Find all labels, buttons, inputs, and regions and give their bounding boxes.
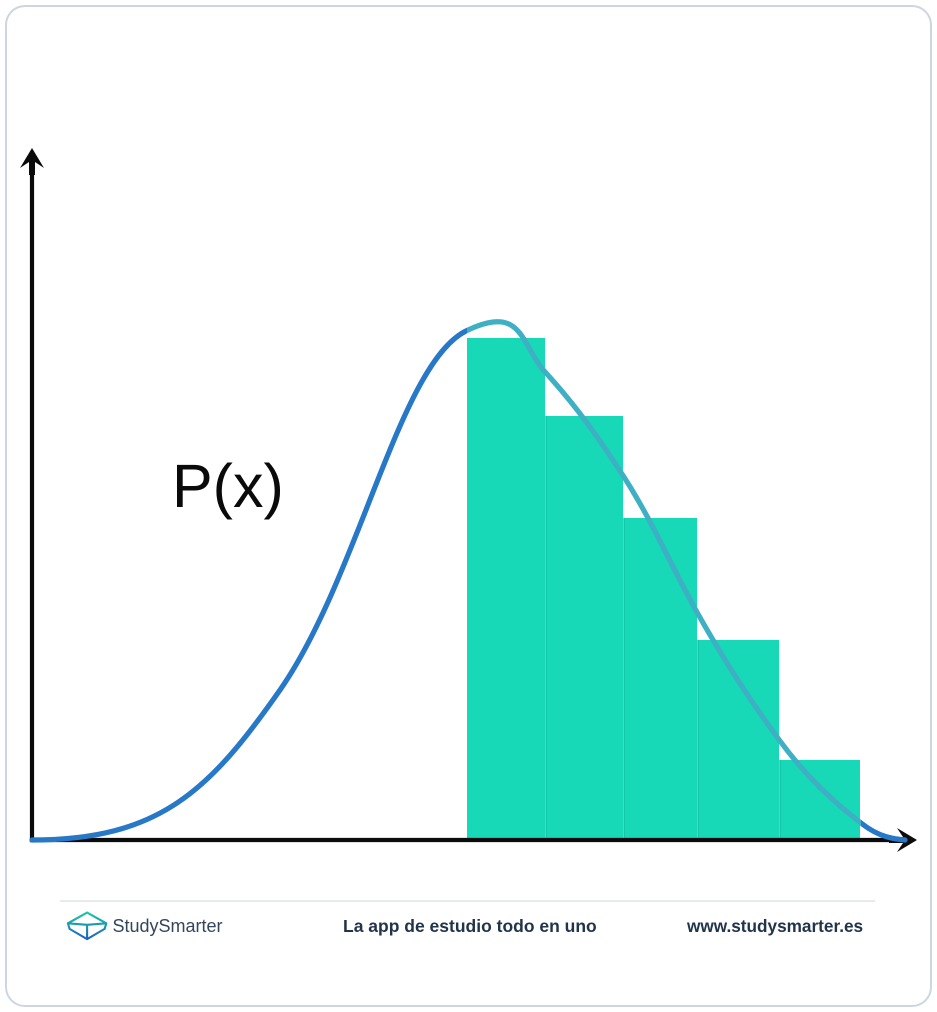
svg-text:P(x): P(x) xyxy=(172,452,284,520)
svg-text:StudySmarter: StudySmarter xyxy=(113,916,223,936)
svg-text:www.studysmarter.es: www.studysmarter.es xyxy=(686,916,863,936)
svg-text:La app de estudio todo en uno: La app de estudio todo en uno xyxy=(343,916,597,936)
